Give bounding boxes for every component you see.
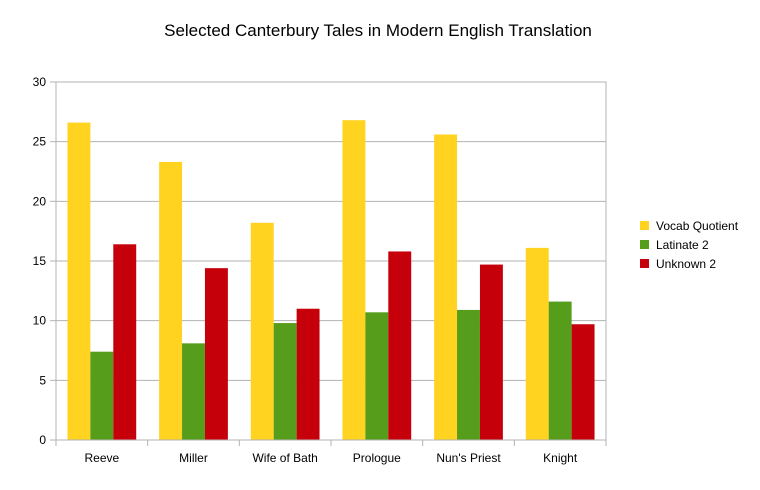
- y-tick-label: 25: [33, 135, 47, 149]
- bar: [90, 351, 114, 440]
- x-tick-label: Reeve: [84, 451, 119, 465]
- x-axis-ticks: Reeve Miller Wife of Bath Prologue Nun's Pri…: [84, 451, 577, 465]
- x-tick-label: Nun's Priest: [436, 451, 501, 465]
- bar: [182, 343, 205, 440]
- legend-swatch: [640, 240, 649, 249]
- bar: [67, 122, 91, 440]
- y-tick-label: 0: [39, 433, 46, 447]
- legend-label: Latinate 2: [656, 238, 709, 252]
- y-tick-label: 15: [33, 254, 47, 268]
- x-tick-label: Knight: [543, 451, 578, 465]
- y-tick-label: 20: [33, 194, 47, 208]
- bar: [273, 323, 297, 440]
- bar: [342, 120, 366, 440]
- y-tick-label: 10: [33, 314, 47, 328]
- bars: [67, 120, 595, 441]
- bar: [113, 244, 137, 440]
- y-tick-label: 5: [39, 373, 46, 387]
- legend-swatch: [640, 259, 649, 268]
- y-tick-label: 30: [33, 75, 47, 89]
- bar: [296, 308, 320, 440]
- legend-label: Unknown 2: [656, 257, 716, 271]
- bar: [365, 312, 389, 440]
- x-tick-label: Miller: [179, 451, 208, 465]
- bar: [548, 301, 572, 440]
- chart-title: Selected Canterbury Tales in Modern Engl…: [164, 21, 592, 40]
- y-axis-ticks: 0 5 10 15 20 25 30: [33, 75, 47, 447]
- bar: [388, 251, 412, 440]
- bar: [479, 264, 503, 440]
- bar: [159, 161, 183, 440]
- legend-label: Vocab Quotient: [656, 219, 739, 233]
- x-tick-label: Prologue: [353, 451, 401, 465]
- bar: [250, 222, 274, 440]
- legend-swatch: [640, 221, 649, 230]
- bar: [457, 309, 480, 440]
- x-tick-label: Wife of Bath: [252, 451, 317, 465]
- axes: [55, 81, 607, 446]
- bar: [571, 324, 595, 440]
- bar: [204, 268, 228, 440]
- bar: [434, 134, 458, 441]
- bar: [525, 247, 549, 440]
- legend: Vocab Quotient Latinate 2 Unknown 2: [640, 219, 739, 271]
